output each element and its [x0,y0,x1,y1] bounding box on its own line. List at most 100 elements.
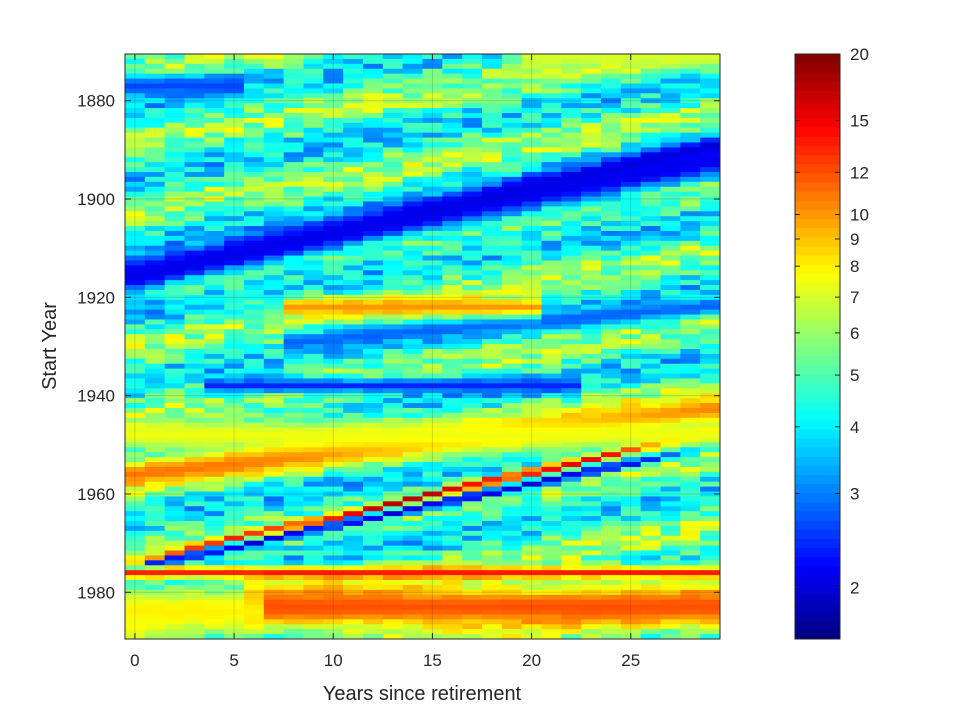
heatmap-cell [244,589,265,596]
heatmap-cell [541,348,562,355]
heatmap-cell [581,132,602,139]
heatmap-cell [640,54,662,60]
heatmap-cell [700,226,720,232]
heatmap-cell [462,216,483,222]
heatmap-cell [620,142,642,149]
heatmap-cell [660,206,681,212]
heatmap-cell [660,457,681,463]
heatmap-cell [541,319,562,325]
heatmap-cell [343,378,364,384]
heatmap-cell [402,250,424,257]
heatmap-cell [144,201,166,207]
heatmap-cell [541,471,562,478]
heatmap-cell [184,54,205,60]
heatmap-cell [363,58,384,65]
heatmap-cell [581,516,602,522]
heatmap-cell [422,604,443,611]
heatmap-cell [640,511,662,517]
heatmap-cell [680,393,701,399]
heatmap-cell [402,260,424,266]
heatmap-cell [620,294,642,301]
heatmap-cell [640,535,662,542]
heatmap-cell [482,211,503,217]
heatmap-cell [620,240,642,247]
heatmap-cell [263,191,285,198]
heatmap-cell [462,196,483,203]
heatmap-cell [422,63,443,70]
heatmap-cell [581,221,602,227]
heatmap-cell [283,289,305,296]
heatmap-cell [680,530,701,537]
heatmap-cell [700,171,720,178]
heatmap-cell [442,363,463,370]
heatmap-cell [382,545,404,552]
heatmap-cell [164,511,186,517]
heatmap-cell [462,584,483,591]
heatmap-cell [601,599,622,606]
heatmap-cell [561,93,582,99]
heatmap-cell [581,521,602,527]
heatmap-cell [184,78,205,85]
heatmap-cell [680,412,701,419]
heatmap-cell [125,417,146,424]
heatmap-cell [521,530,543,537]
heatmap-cell [343,162,364,168]
heatmap-cell [204,619,225,625]
heatmap-cell [283,191,305,198]
heatmap-cell [601,211,622,217]
heatmap-cell [640,73,662,80]
heatmap-cell [224,167,245,173]
heatmap-cell [620,442,642,448]
heatmap-cell [541,432,562,439]
heatmap-cell [601,393,622,399]
heatmap-cell [204,516,225,522]
heatmap-cell [521,580,543,586]
heatmap-cell [680,442,701,448]
heatmap-cell [462,235,483,242]
heatmap-cell [244,108,265,114]
heatmap-cell [501,393,523,399]
heatmap-cell [244,344,265,350]
heatmap-cell [224,535,245,542]
heatmap-cell [303,98,324,104]
heatmap-cell [144,589,166,596]
heatmap-cell [521,191,543,198]
heatmap-cell [164,78,186,85]
heatmap-cell [263,614,285,620]
heatmap-cell [462,619,483,625]
heatmap-cell [343,398,364,404]
heatmap-cell [323,403,344,409]
heatmap-cell [323,289,344,296]
heatmap-cell [204,555,225,561]
heatmap-cell [521,599,543,606]
heatmap-cell [601,535,622,542]
heatmap-cell [363,206,384,212]
heatmap-cell [303,516,324,522]
heatmap-cell [462,117,483,124]
heatmap-cell [660,58,681,65]
heatmap-cell [581,319,602,325]
heatmap-cell [601,181,622,188]
heatmap-cell [541,181,562,188]
heatmap-cell [581,466,602,473]
heatmap-cell [581,540,602,547]
heatmap-cell [541,525,562,532]
heatmap-cell [561,462,582,468]
heatmap-cell [283,162,305,168]
heatmap-cell [125,422,146,429]
heatmap-cell [164,162,186,168]
heatmap-cell [402,344,424,350]
heatmap-cell [581,142,602,149]
heatmap-cell [482,280,503,286]
heatmap-cell [541,584,562,591]
heatmap-cell [620,344,642,350]
heatmap-cell [125,447,146,453]
heatmap-cell [620,226,642,232]
heatmap-cell [501,575,523,581]
heatmap-cell [620,353,642,360]
heatmap-cell [263,525,285,532]
heatmap-cell [422,560,443,566]
heatmap-cell [521,466,543,473]
heatmap-cell [601,309,622,316]
heatmap-cell [343,447,364,453]
